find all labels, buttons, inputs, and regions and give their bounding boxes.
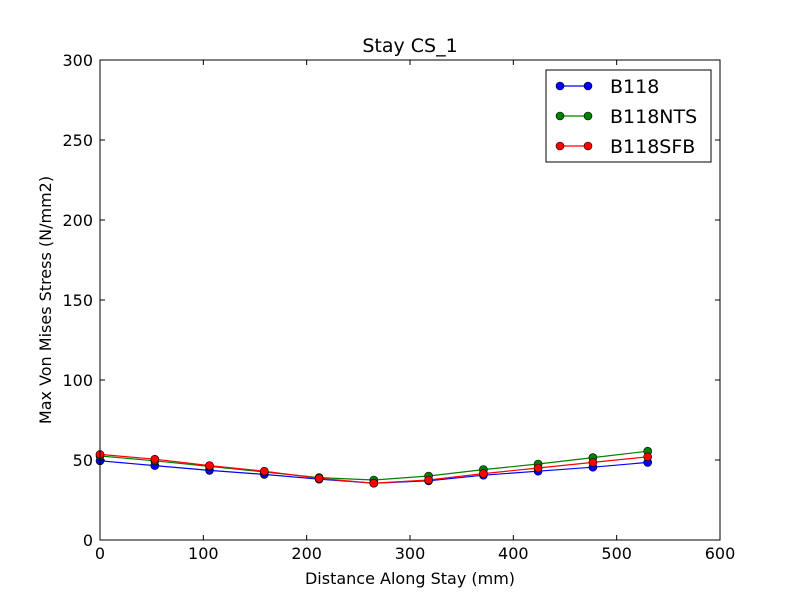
legend-marker-b118 — [583, 81, 593, 91]
data-point-b118sfb — [643, 452, 653, 462]
legend-label-b118sfb: B118SFB — [610, 136, 695, 158]
y-tick-label: 50 — [73, 451, 93, 470]
y-tick-label: 300 — [62, 51, 93, 70]
x-axis-label: Distance Along Stay (mm) — [305, 569, 515, 588]
legend-label-b118nts: B118NTS — [610, 106, 697, 128]
x-tick-label: 400 — [498, 544, 529, 563]
legend: B118 B118NTS B118SFB — [545, 69, 712, 163]
data-point-b118sfb — [259, 466, 269, 476]
x-tick-label: 500 — [601, 544, 632, 563]
data-point-b118sfb — [369, 478, 379, 488]
plot-area — [95, 446, 653, 488]
axis-ticks: 0 100 200 300 400 500 600 0 50 100 150 200 250 300 — [62, 51, 735, 563]
x-tick-label: 300 — [395, 544, 426, 563]
y-axis-label: Max Von Mises Stress (N/mm2) — [36, 176, 55, 424]
x-tick-label: 600 — [705, 544, 736, 563]
legend-marker-b118nts — [555, 111, 565, 121]
y-tick-label: 250 — [62, 131, 93, 150]
data-point-b118sfb — [205, 461, 214, 470]
y-tick-label: 150 — [62, 291, 93, 310]
legend-marker-b118sfb — [555, 141, 565, 151]
legend-box — [545, 69, 712, 163]
y-tick-label: 0 — [83, 531, 93, 550]
x-tick-label: 200 — [291, 544, 322, 563]
x-tick-label: 0 — [95, 544, 105, 563]
data-point-b118sfb — [314, 474, 324, 483]
x-tick-label: 100 — [188, 544, 219, 563]
legend-marker-b118nts — [583, 111, 593, 121]
y-tick-label: 100 — [62, 371, 93, 390]
data-point-b118sfb — [150, 454, 160, 464]
data-point-b118sfb — [533, 463, 543, 473]
chart-title: Stay CS_1 — [362, 35, 457, 57]
data-point-b118sfb — [479, 469, 488, 478]
legend-label-b118: B118 — [610, 76, 659, 98]
legend-marker-b118sfb — [583, 141, 593, 151]
data-point-b118sfb — [588, 458, 598, 467]
data-point-b118sfb — [424, 475, 433, 485]
y-tick-label: 200 — [62, 211, 93, 230]
legend-marker-b118 — [555, 81, 565, 91]
